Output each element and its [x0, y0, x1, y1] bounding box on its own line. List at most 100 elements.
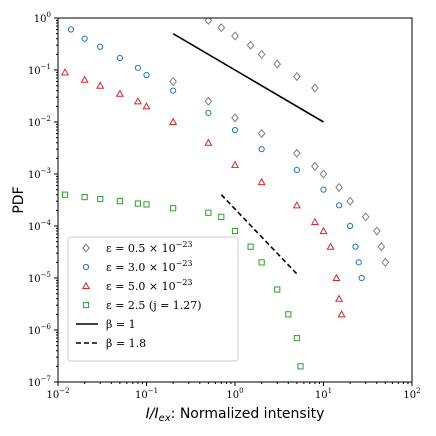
data-point [204, 96, 213, 106]
data-point [246, 40, 255, 50]
data-point [60, 68, 70, 76]
data-point [346, 196, 354, 206]
data-point [273, 59, 282, 69]
series-square [61, 191, 304, 370]
y-tick-label: 10−5 [28, 271, 51, 285]
axes: 10−2 10−1 100 101 102 10−7 10−6 10−5 10−4 10−3 10−… [28, 11, 421, 401]
legend-label: ε = 2.5 (j = 1.27) [106, 299, 202, 312]
data-point [81, 35, 88, 42]
x-tick-label: 10−1 [135, 387, 158, 401]
data-point [218, 213, 225, 220]
data-point [293, 71, 301, 82]
reference-lines [172, 32, 324, 275]
y-tick-label: 10−4 [28, 219, 52, 233]
series-triangle [60, 68, 346, 318]
data-point [133, 97, 142, 105]
y-axis-label: PDF [11, 186, 27, 213]
data-point [143, 71, 150, 79]
legend-label: ε = 3.0 × 10−23 [106, 259, 193, 274]
x-tick-label: 10−2 [46, 387, 69, 401]
data-point [97, 195, 104, 203]
data-point [81, 193, 88, 201]
legend-label: ε = 5.0 × 10−23 [106, 278, 193, 293]
y-tick-label: 10−7 [28, 375, 51, 389]
data-point [204, 138, 213, 146]
data-point [293, 148, 301, 158]
data-point [204, 18, 213, 25]
data-point [358, 274, 365, 282]
data-point [170, 87, 177, 94]
data-point [335, 182, 343, 193]
data-point [231, 126, 239, 134]
data-point [96, 81, 105, 89]
data-point [170, 205, 177, 212]
data-point [335, 294, 344, 302]
data-point [230, 160, 240, 168]
legend-label: β = 1.8 [106, 337, 146, 350]
reference-line-solid [172, 32, 324, 123]
data-point [115, 89, 124, 97]
data-point [217, 23, 226, 33]
data-point [257, 49, 266, 59]
data-point [293, 166, 300, 173]
data-point [335, 202, 343, 209]
data-point [231, 31, 239, 41]
x-axis-label: I/Iex: Normalized intensity [146, 406, 325, 424]
data-point [205, 209, 212, 216]
data-point [292, 201, 301, 209]
data-point [352, 243, 359, 250]
y-tick-label: 10−6 [28, 323, 52, 337]
data-point [332, 273, 341, 282]
data-point [297, 363, 304, 370]
x-tick-label: 102 [403, 387, 420, 401]
data-point [347, 222, 354, 230]
data-point [257, 128, 266, 139]
legend-box [67, 236, 239, 362]
legend-label: β = 1 [106, 318, 136, 331]
legend-marker [82, 243, 90, 253]
data-point [285, 311, 292, 318]
data-point [134, 64, 142, 71]
data-point [231, 227, 239, 235]
y-tick-label: 10−1 [28, 63, 51, 77]
data-point [61, 191, 69, 198]
data-point [274, 286, 281, 293]
data-point [143, 201, 150, 208]
data-point [116, 198, 123, 205]
data-point [310, 217, 319, 225]
data-point [247, 243, 254, 250]
data-point [319, 226, 328, 235]
data-point [361, 212, 370, 222]
data-point [116, 54, 123, 62]
data-point [320, 186, 327, 193]
data-point [231, 113, 239, 123]
legend-label: ε = 0.5 × 10−23 [106, 240, 193, 255]
y-tick-label: 100 [34, 11, 51, 25]
data-point [169, 76, 177, 87]
data-point [311, 83, 319, 93]
legend: ε = 0.5 × 10−23 ε = 3.0 × 10−23 ε = 5.0 × … [67, 236, 239, 362]
data-point [169, 117, 178, 126]
data-point [293, 334, 300, 342]
data-point [67, 26, 75, 33]
reference-line-dashed [220, 194, 298, 275]
data-point [355, 259, 362, 266]
legend-marker [82, 263, 90, 271]
plot-area [60, 18, 390, 370]
series-circle [67, 26, 365, 282]
data-point [142, 102, 151, 110]
data-point [311, 161, 319, 171]
data-point [80, 75, 89, 83]
series-diamond [169, 18, 390, 267]
data-point [326, 242, 335, 250]
data-point [377, 242, 386, 252]
data-point [134, 200, 142, 207]
data-point [337, 310, 346, 318]
data-point [381, 257, 390, 267]
data-point [258, 146, 265, 153]
legend-marker [82, 301, 90, 309]
data-point [372, 226, 381, 236]
legend-marker [81, 281, 91, 290]
data-point [258, 259, 265, 266]
y-tick-label: 10−3 [28, 167, 51, 181]
